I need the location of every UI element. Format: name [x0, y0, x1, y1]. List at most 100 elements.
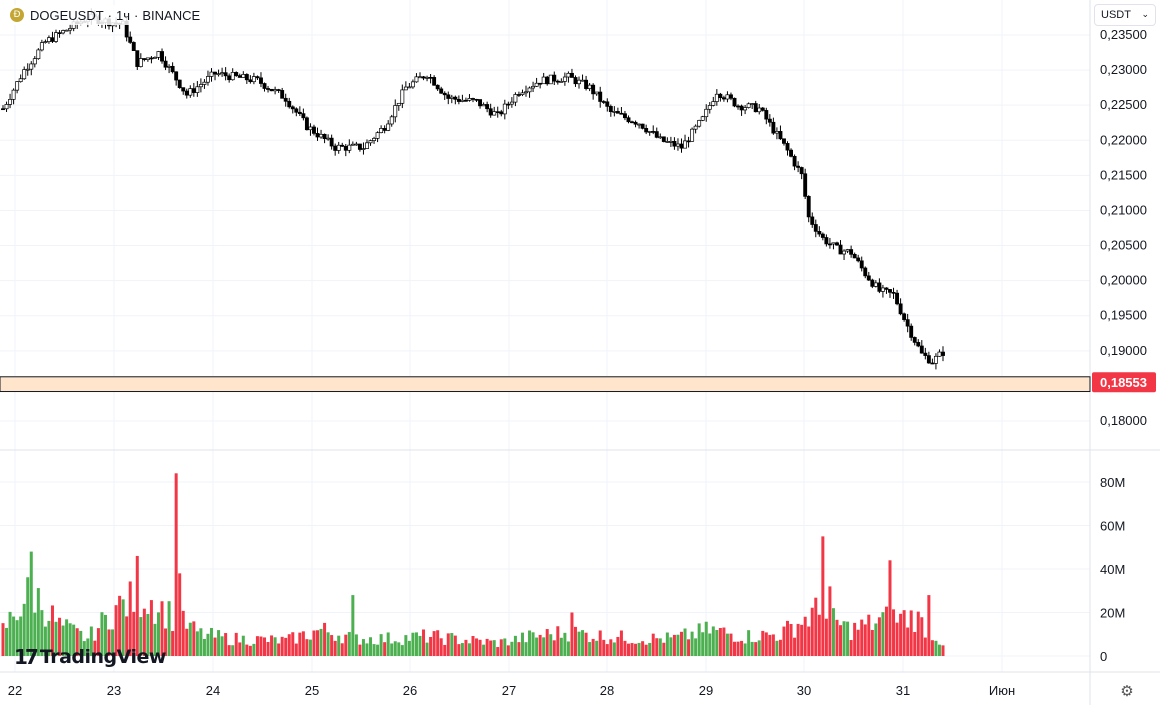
volume-bar	[96, 628, 100, 656]
candle	[177, 79, 182, 88]
tradingview-logo[interactable]: 17 TradingView	[14, 645, 166, 669]
candle	[467, 98, 472, 101]
candle	[739, 105, 744, 111]
volume-bar	[800, 624, 804, 656]
candle	[785, 143, 790, 151]
candle	[25, 68, 30, 71]
volume-bar	[831, 608, 835, 656]
candle	[919, 345, 924, 354]
volume-bar	[135, 555, 139, 656]
candle	[852, 253, 857, 259]
volume-bar	[383, 642, 387, 656]
candle	[425, 76, 430, 79]
volume-bar	[400, 645, 404, 656]
volume-bar	[916, 611, 920, 656]
volume-bar	[496, 647, 500, 656]
candle	[842, 250, 847, 255]
tradingview-logo-mark: 17	[14, 645, 39, 669]
candle	[577, 79, 581, 85]
volume-bar	[460, 643, 464, 656]
candle	[234, 72, 239, 76]
volume-bar	[238, 642, 242, 656]
candle	[57, 32, 62, 34]
candle	[594, 91, 599, 95]
volume-bar	[227, 645, 231, 656]
candle	[884, 287, 889, 290]
volume-bar	[807, 626, 811, 656]
candle	[623, 113, 627, 119]
candle	[463, 99, 468, 102]
candle	[340, 144, 345, 147]
volume-bar	[814, 597, 818, 656]
volume-bar	[287, 634, 291, 656]
volume-bar	[778, 639, 782, 656]
volume-bar	[563, 632, 567, 656]
currency-select[interactable]: USDT ⌄	[1094, 4, 1156, 26]
candle	[909, 325, 914, 338]
candle	[637, 123, 642, 126]
candle	[61, 30, 66, 34]
symbol-header[interactable]: Ð DOGEUSDT · 1ч · BINANCE	[10, 5, 205, 25]
volume-bar	[542, 637, 546, 656]
volume-bar	[810, 607, 814, 656]
volume-bar	[89, 626, 93, 656]
candle	[273, 89, 278, 92]
volume-bar	[361, 639, 365, 656]
volume-bar	[913, 631, 917, 656]
volume-bar	[683, 628, 687, 656]
candle	[403, 86, 408, 91]
candle	[46, 37, 51, 42]
candle	[849, 249, 854, 255]
candle	[18, 78, 23, 82]
volume-bar	[856, 629, 860, 656]
volume-bar	[768, 634, 772, 656]
volume-bar	[761, 630, 765, 656]
volume-bar	[853, 622, 857, 656]
volume-bar	[22, 603, 26, 656]
candle	[856, 257, 861, 262]
candle	[792, 156, 797, 167]
volume-bar	[209, 627, 213, 656]
candle	[552, 74, 557, 82]
candle	[524, 91, 528, 94]
gear-icon[interactable]: ⚙	[1120, 682, 1134, 700]
volume-bar	[376, 644, 380, 656]
volume-bar	[849, 640, 853, 656]
candle	[827, 243, 832, 246]
candle	[241, 74, 246, 78]
volume-bar	[8, 611, 12, 656]
candle	[764, 110, 769, 120]
time-tick-label: 24	[206, 683, 220, 698]
volume-bar	[552, 640, 556, 656]
candle	[573, 77, 578, 85]
volume-bar	[549, 634, 553, 656]
candle	[428, 76, 433, 79]
candle	[181, 87, 186, 92]
volume-bar	[499, 639, 503, 656]
volume-bar	[358, 644, 362, 656]
volume-bar	[729, 633, 733, 656]
volume-bar	[245, 644, 249, 656]
volume-bar	[36, 588, 40, 656]
symbol-name: DOGEUSDT	[30, 7, 104, 23]
volume-bar	[72, 624, 76, 656]
volume-bar	[754, 642, 758, 656]
candle	[495, 111, 500, 114]
candle	[686, 140, 691, 143]
support-zone[interactable]	[0, 376, 1091, 393]
volume-bar	[121, 599, 125, 656]
volume-bar	[273, 637, 277, 656]
volume-bar	[379, 634, 383, 656]
candle	[365, 142, 369, 149]
candle	[435, 84, 440, 90]
candle	[923, 352, 928, 356]
candle	[725, 94, 730, 100]
candle	[626, 117, 631, 123]
candle	[22, 69, 27, 80]
candle	[672, 141, 677, 147]
candle	[206, 76, 210, 83]
volume-bar	[888, 560, 892, 656]
candle	[195, 86, 200, 93]
candle	[191, 88, 196, 93]
